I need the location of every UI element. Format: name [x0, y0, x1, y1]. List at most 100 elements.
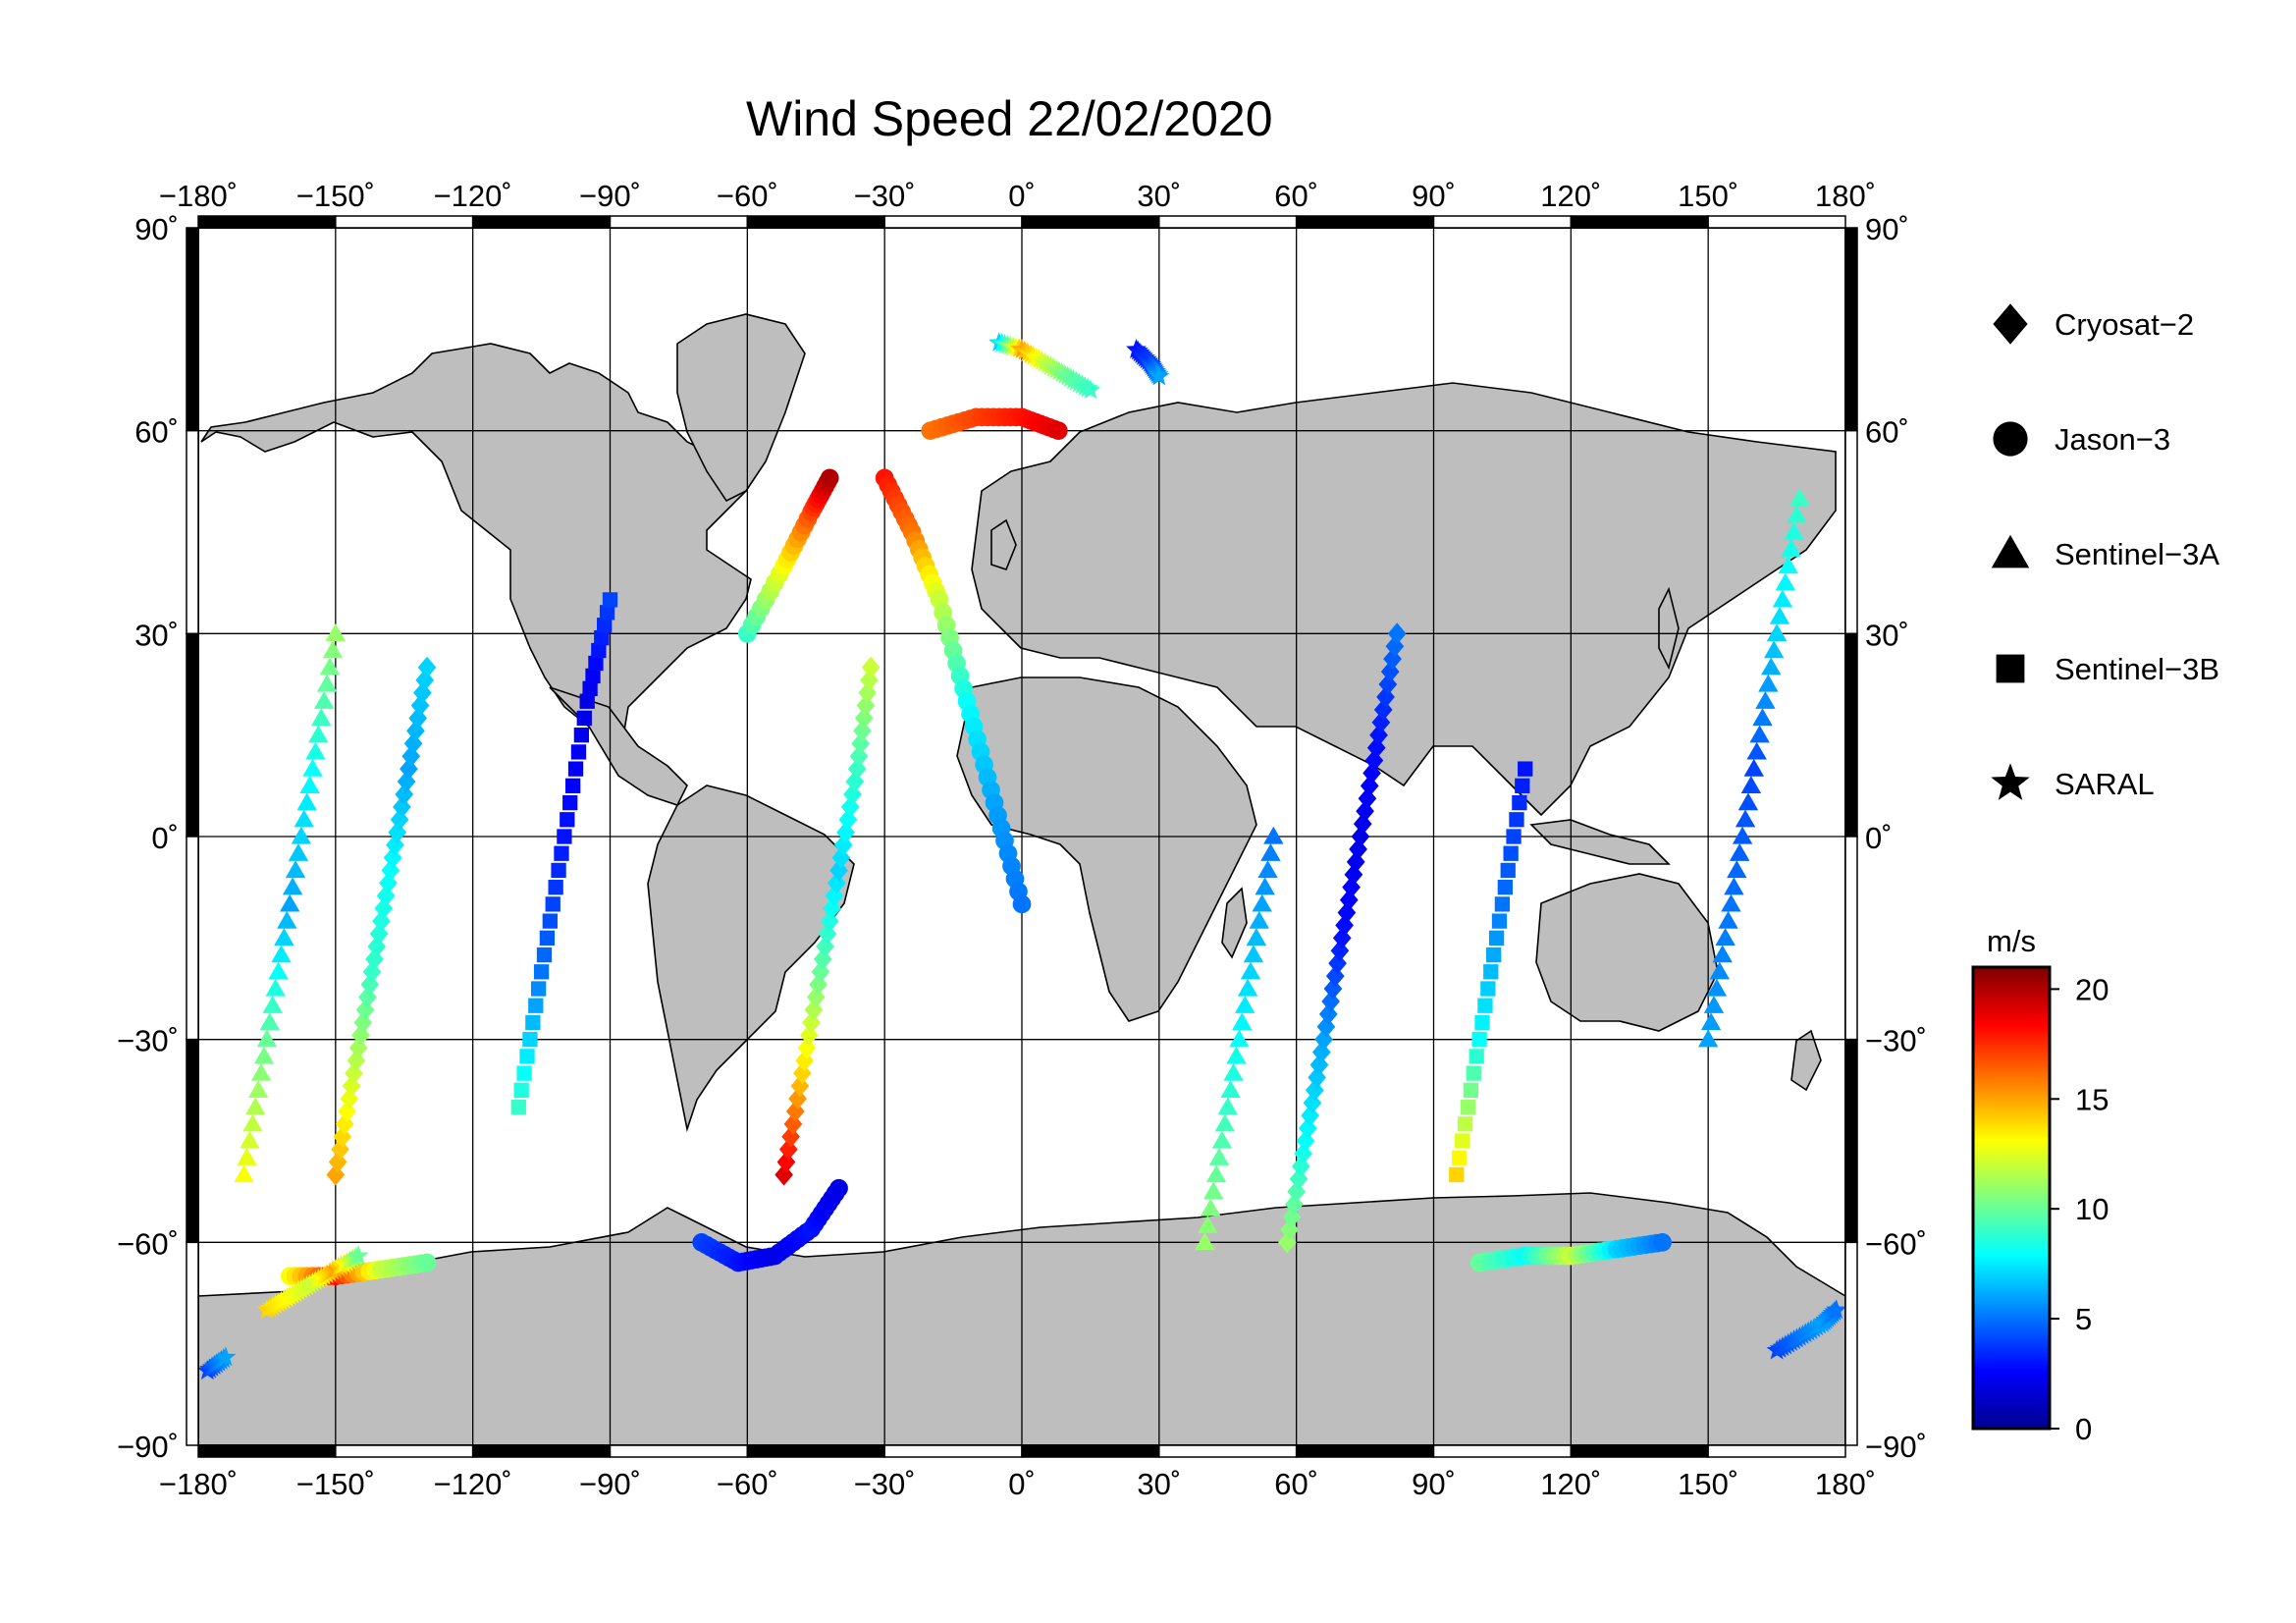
data-point — [347, 1050, 366, 1072]
data-point — [417, 656, 437, 678]
data-point — [408, 707, 428, 730]
data-point — [1328, 952, 1347, 975]
lat-tick-label-left: 90˚ — [134, 212, 179, 246]
data-point — [522, 1032, 538, 1048]
data-point — [564, 778, 581, 793]
data-point — [1772, 589, 1793, 608]
data-point — [271, 945, 292, 963]
lat-tick-label-right: −60˚ — [1865, 1226, 1927, 1261]
data-point — [302, 758, 323, 777]
frame-segment-top — [609, 215, 749, 229]
data-point — [1240, 961, 1261, 980]
data-point — [417, 1253, 437, 1272]
data-point — [836, 821, 855, 843]
lon-tick-label-bottom: 60˚ — [1274, 1467, 1318, 1501]
data-point — [818, 922, 837, 946]
data-point — [823, 897, 841, 920]
data-point — [240, 1130, 260, 1149]
data-point — [328, 1151, 347, 1173]
data-point — [1364, 749, 1384, 772]
data-point — [1653, 1232, 1672, 1252]
legend-label: Cryosat−2 — [2055, 307, 2194, 342]
data-point — [1474, 1014, 1490, 1031]
colorbar-unit: m/s — [1987, 924, 2036, 958]
data-point — [545, 896, 561, 912]
frame-segment-bottom — [1021, 1444, 1160, 1458]
lon-tick-label-bottom: −150˚ — [296, 1467, 375, 1501]
data-point — [308, 725, 329, 743]
legend-marker-triangle — [1991, 534, 2030, 568]
data-point — [560, 812, 575, 828]
data-point — [253, 1046, 275, 1064]
map-title: Wind Speed 22/02/2020 — [746, 91, 1273, 146]
data-point — [1700, 1012, 1722, 1031]
data-point — [1454, 1133, 1470, 1149]
data-point — [597, 618, 613, 633]
data-point — [827, 872, 846, 894]
lon-tick-label-top: −30˚ — [854, 179, 916, 213]
legend-label: Jason−3 — [2055, 422, 2170, 457]
data-point — [1080, 379, 1101, 400]
data-point — [274, 928, 294, 946]
data-point — [1749, 725, 1770, 743]
lat-tick-label-right: −30˚ — [1865, 1024, 1927, 1058]
colorbar-tick-label: 0 — [2075, 1412, 2092, 1446]
data-point — [599, 605, 615, 621]
data-point — [1321, 990, 1340, 1012]
lon-tick-label-top: 60˚ — [1274, 179, 1318, 213]
data-point — [1512, 794, 1527, 811]
frame-segment-left — [186, 836, 199, 1041]
data-point — [265, 978, 286, 997]
data-point — [288, 843, 309, 861]
data-point — [245, 1097, 266, 1115]
frame-segment-top — [471, 215, 612, 229]
data-point — [1758, 674, 1779, 692]
lon-tick-label-bottom: −30˚ — [854, 1467, 916, 1501]
legend-label: Sentinel−3A — [2055, 537, 2219, 571]
data-point — [1449, 1166, 1465, 1183]
data-point — [594, 629, 610, 646]
lon-tick-label-top: −180˚ — [159, 179, 238, 213]
frame-segment-right — [1844, 1241, 1858, 1446]
north-america-landmass — [200, 343, 752, 768]
colorbar-tick-label: 5 — [2075, 1302, 2092, 1336]
data-point — [1316, 1015, 1336, 1038]
data-point — [360, 973, 380, 996]
data-point — [374, 897, 394, 920]
data-point — [573, 728, 590, 743]
lat-tick-label-right: 90˚ — [1865, 212, 1909, 246]
new-zealand — [1790, 1029, 1822, 1092]
australia-landmass — [1535, 873, 1719, 1032]
data-point — [588, 655, 604, 672]
lon-tick-label-bottom: −90˚ — [579, 1467, 641, 1501]
data-point — [843, 783, 862, 805]
data-point — [1263, 826, 1284, 844]
frame-segment-bottom — [883, 1444, 1023, 1458]
data-point — [516, 1065, 532, 1081]
data-point — [1366, 736, 1386, 759]
lon-tick-label-top: −90˚ — [579, 179, 641, 213]
data-point — [1500, 862, 1516, 879]
data-point — [1373, 698, 1393, 721]
data-point — [1252, 893, 1272, 912]
data-point — [294, 809, 314, 828]
data-point — [1208, 1148, 1230, 1165]
data-point — [774, 1163, 793, 1186]
data-point — [1243, 945, 1264, 963]
data-point — [1486, 947, 1502, 963]
data-point — [1706, 978, 1728, 997]
lon-tick-label-bottom: 180˚ — [1815, 1467, 1876, 1501]
data-point — [268, 961, 289, 980]
data-point — [381, 859, 400, 882]
data-point — [813, 947, 832, 970]
data-point — [247, 1080, 269, 1098]
data-point — [570, 744, 587, 760]
frame-segment-bottom — [1570, 1444, 1709, 1458]
data-point — [567, 761, 584, 777]
data-point — [554, 845, 569, 861]
data-point — [322, 640, 344, 659]
data-point — [1325, 965, 1345, 988]
data-point — [854, 707, 874, 730]
frame-segment-top — [746, 215, 885, 229]
